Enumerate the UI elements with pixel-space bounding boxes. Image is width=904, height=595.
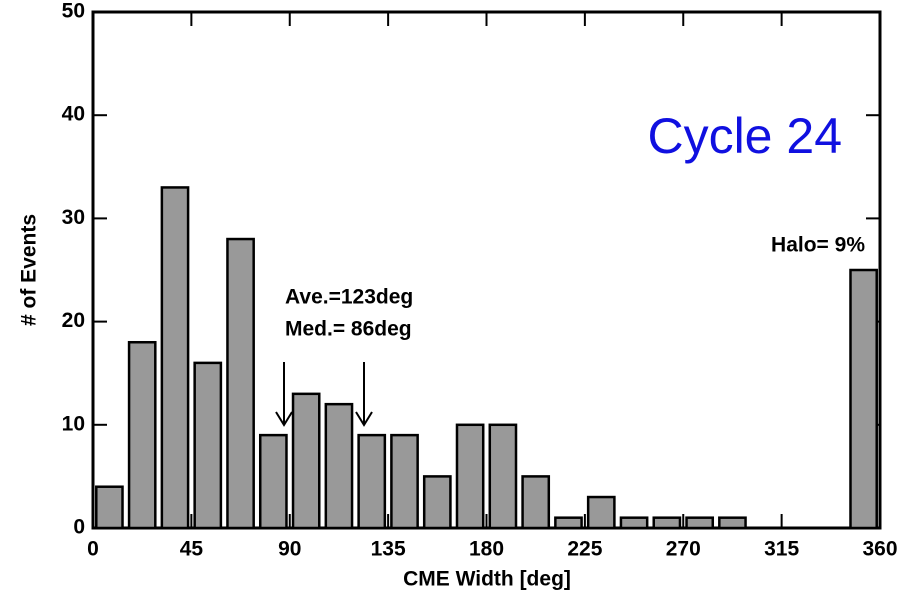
bar — [357, 433, 387, 530]
bar — [849, 268, 878, 530]
y-axis-label: # of Events — [18, 214, 41, 326]
y-tick-label: 50 — [62, 0, 85, 23]
bar — [226, 237, 255, 530]
bar — [193, 361, 223, 530]
x-tick-label: 270 — [666, 538, 701, 561]
halo-annotation: Halo= 9% — [771, 234, 865, 257]
bar — [652, 516, 682, 530]
bar — [488, 423, 518, 530]
bar — [554, 516, 583, 530]
x-tick-label: 315 — [764, 538, 799, 561]
bar — [291, 392, 321, 530]
x-tick-label: 180 — [469, 538, 504, 561]
y-tick-label: 40 — [62, 103, 85, 126]
bar — [127, 340, 157, 530]
y-tick-label: 30 — [62, 206, 85, 229]
x-tick-label: 225 — [567, 538, 602, 561]
bar — [422, 475, 452, 530]
bar — [455, 423, 485, 530]
bar — [521, 475, 551, 530]
x-axis-label: CME Width [deg] — [403, 568, 571, 591]
bar — [390, 433, 419, 530]
bar — [619, 516, 649, 530]
y-tick-label: 10 — [62, 412, 85, 435]
bar — [324, 402, 354, 530]
y-tick-label: 20 — [62, 309, 85, 332]
x-tick-label: 45 — [180, 538, 204, 561]
average-arrow — [355, 362, 373, 427]
x-tick-label: 135 — [371, 538, 406, 561]
cycle-annotation: Cycle 24 — [647, 108, 842, 164]
bar — [95, 485, 124, 530]
bar — [586, 495, 616, 530]
y-tick-label: 0 — [73, 516, 85, 539]
bar — [160, 186, 190, 530]
bar — [258, 433, 288, 530]
median-arrow — [275, 362, 293, 427]
x-tick-label: 90 — [278, 538, 301, 561]
median-annotation: Med.= 86deg — [285, 318, 412, 341]
x-tick-label: 360 — [862, 538, 897, 561]
x-tick-label: 0 — [87, 538, 99, 561]
bar — [685, 516, 715, 530]
bar — [718, 516, 747, 530]
arrows — [275, 362, 373, 427]
average-annotation: Ave.=123deg — [285, 286, 413, 309]
